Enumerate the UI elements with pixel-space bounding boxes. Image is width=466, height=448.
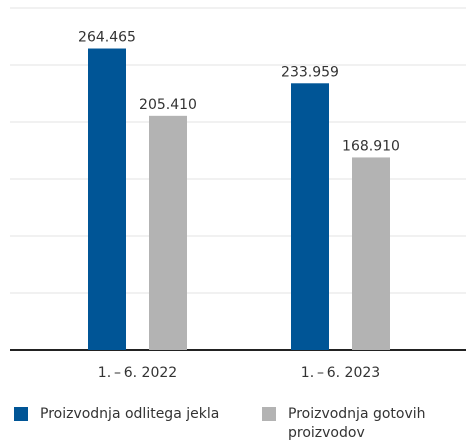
data-label: 233.959 <box>281 64 339 80</box>
data-label: 205.410 <box>139 97 197 113</box>
legend-item: Proizvodnja odlitega jekla <box>14 405 244 424</box>
data-label: 264.465 <box>78 30 136 46</box>
legend-swatch <box>262 407 276 421</box>
legend-item: Proizvodnja gotovih proizvodov <box>262 405 462 443</box>
chart: 1. – 6. 2022 264.465 205.410 1. – 6. 2023 23… <box>10 7 466 381</box>
legend-label: Proizvodnja gotovih proizvodov <box>288 406 426 441</box>
legend-label: Proizvodnja odlitega jekla <box>40 406 220 422</box>
data-label: 168.910 <box>342 138 400 154</box>
bar <box>352 157 390 350</box>
bar <box>291 83 329 350</box>
bar <box>88 48 126 351</box>
bar <box>149 115 187 350</box>
legend-swatch <box>14 407 28 421</box>
x-tick-label: 1. – 6. 2023 <box>301 365 380 381</box>
x-tick-label: 1. – 6. 2022 <box>98 365 177 381</box>
